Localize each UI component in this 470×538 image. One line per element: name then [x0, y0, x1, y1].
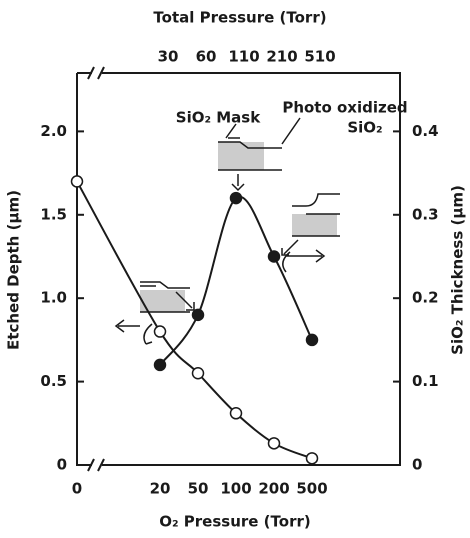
- point: [153, 325, 167, 338]
- top-tick-label: 60: [196, 48, 217, 66]
- point: [70, 175, 84, 188]
- y2-tick-label: 0.3: [412, 205, 439, 223]
- x-tick-label: 0: [72, 480, 82, 498]
- point: [191, 367, 205, 380]
- x-tick-label: 50: [188, 480, 209, 498]
- top-tick-label: 30: [158, 48, 179, 66]
- x-axis-title: O₂ Pressure (Torr): [159, 513, 311, 531]
- point: [305, 333, 319, 347]
- y-tick-label: 0: [57, 456, 67, 474]
- x-tick-label: 500: [296, 480, 327, 498]
- point: [191, 308, 205, 322]
- y2-tick-label: 0: [412, 456, 422, 474]
- top-tick-label: 210: [266, 48, 297, 66]
- top-axis-title: Total Pressure (Torr): [153, 9, 326, 27]
- y-tick-label: 1.0: [40, 289, 67, 307]
- y-tick-label: 0.5: [40, 372, 67, 390]
- x-tick-label: 100: [220, 480, 251, 498]
- y2-tick-label: 0.4: [412, 122, 439, 140]
- x-tick-label: 20: [150, 480, 171, 498]
- point: [229, 407, 243, 420]
- y-axis-title: Etched Depth (µm): [5, 190, 23, 350]
- point: [267, 250, 281, 263]
- insets: [114, 117, 340, 345]
- point: [153, 358, 167, 372]
- annotation: SiO₂: [347, 119, 382, 137]
- y2-tick-label: 0.1: [412, 372, 439, 390]
- point: [267, 437, 281, 450]
- y2-axis-title: SiO₂ Thickness (µm): [449, 185, 467, 355]
- point: [305, 452, 319, 465]
- axis-break: [87, 66, 105, 472]
- top-tick-label: 110: [228, 48, 259, 66]
- top-tick-label: 510: [304, 48, 335, 66]
- x-tick-label: 200: [258, 480, 289, 498]
- annotation: Photo oxidized: [282, 99, 407, 117]
- series-line: [159, 195, 313, 366]
- y-tick-label: 2.0: [40, 122, 67, 140]
- y2-tick-label: 0.2: [412, 289, 439, 307]
- point: [229, 191, 243, 205]
- annotation: SiO₂ Mask: [176, 109, 261, 127]
- y-tick-label: 1.5: [40, 205, 67, 223]
